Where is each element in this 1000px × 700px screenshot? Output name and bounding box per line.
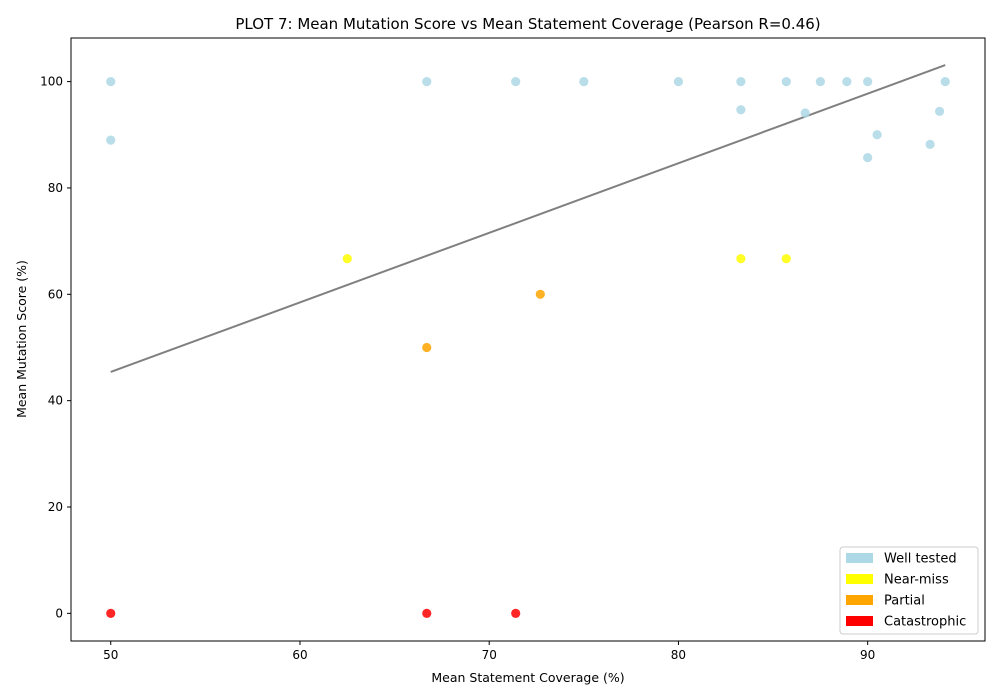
legend-label: Well tested — [884, 552, 957, 567]
x-tick-label: 60 — [292, 648, 307, 662]
data-point-well-tested-15 — [925, 139, 935, 149]
axes-frame — [70, 37, 986, 642]
data-point-near-miss-2 — [781, 254, 791, 264]
data-point-well-tested-4 — [579, 77, 589, 87]
data-point-catastrophic-1 — [422, 608, 432, 618]
legend-box — [839, 546, 979, 635]
data-point-well-tested-7 — [736, 105, 746, 115]
data-point-well-tested-6 — [736, 77, 746, 87]
legend-label: Near-miss — [884, 573, 949, 588]
data-point-well-tested-2 — [422, 77, 432, 87]
data-point-well-tested-0 — [106, 77, 116, 87]
data-point-well-tested-12 — [863, 77, 873, 87]
data-point-near-miss-0 — [342, 254, 352, 264]
data-point-well-tested-3 — [511, 77, 521, 87]
trend-line — [110, 64, 946, 373]
y-tick-label: 100 — [40, 75, 63, 89]
y-tick-label: 20 — [48, 500, 63, 514]
legend-label: Catastrophic — [884, 615, 966, 630]
data-point-well-tested-10 — [815, 77, 825, 87]
legend-label: Partial — [884, 594, 925, 609]
x-axis-label: Mean Statement Coverage (%) — [431, 670, 624, 685]
data-point-partial-1 — [535, 289, 545, 299]
chart-title: PLOT 7: Mean Mutation Score vs Mean Stat… — [235, 15, 820, 33]
data-point-catastrophic-2 — [511, 608, 521, 618]
legend: Well tested Near-miss Partial Catastrophic — [839, 546, 979, 635]
x-tick-label: 50 — [103, 648, 118, 662]
data-point-well-tested-14 — [872, 130, 882, 140]
y-tick-label: 40 — [48, 394, 63, 408]
y-axis-label: Mean Mutation Score (%) — [14, 260, 29, 418]
data-point-catastrophic-0 — [106, 608, 116, 618]
x-tick-label: 70 — [482, 648, 497, 662]
legend-swatch — [846, 616, 873, 626]
x-tick-label: 80 — [671, 648, 686, 662]
data-point-well-tested-13 — [863, 153, 873, 163]
plot-area: 50 60 70 80 90 0 20 40 60 80 100 — [40, 37, 986, 662]
x-tick-label: 90 — [860, 648, 875, 662]
data-point-well-tested-17 — [940, 77, 950, 87]
data-point-well-tested-9 — [800, 108, 810, 118]
data-point-partial-0 — [422, 342, 432, 353]
legend-swatch — [846, 595, 873, 605]
data-point-well-tested-8 — [781, 77, 791, 87]
data-point-well-tested-16 — [934, 106, 945, 116]
data-point-well-tested-11 — [842, 77, 852, 87]
data-point-well-tested-5 — [673, 77, 684, 87]
data-point-near-miss-1 — [736, 254, 746, 264]
legend-swatch — [846, 574, 873, 584]
legend-swatch — [846, 553, 873, 563]
y-tick-label: 60 — [48, 287, 63, 301]
y-tick-label: 0 — [55, 606, 63, 620]
y-tick-label: 80 — [48, 181, 63, 195]
data-point-well-tested-1 — [106, 135, 116, 145]
